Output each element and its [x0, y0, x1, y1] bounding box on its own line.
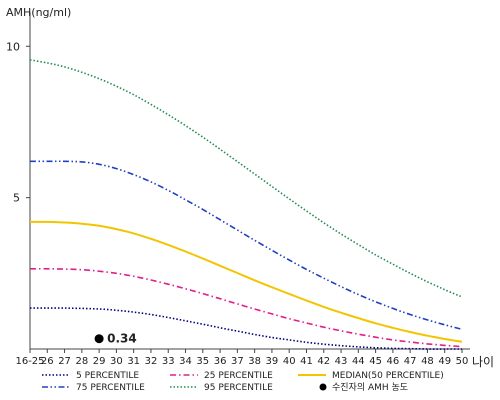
x-tick-label: 32 [145, 356, 158, 367]
x-tick-label: 34 [179, 356, 192, 367]
legend: 5 PERCENTILE 25 PERCENTILE MEDIAN(50 PERCE… [42, 371, 444, 393]
x-tick-label: 29 [93, 356, 106, 367]
patient-marker-point [94, 334, 104, 344]
legend-label: 5 PERCENTILE [76, 371, 139, 381]
x-tick-label: 50 [456, 356, 469, 367]
x-tick-label: 45 [369, 356, 382, 367]
series-line [30, 160, 463, 331]
x-tick-label: 16-25 [15, 356, 44, 367]
x-tick-label: 27 [58, 356, 71, 367]
series-line [29, 267, 463, 348]
patient-marker-label: 0.34 [107, 332, 137, 346]
plot-area: 0.34 [29, 59, 463, 350]
y-tick-label: 5 [13, 192, 20, 205]
x-tick-label: 42 [317, 356, 330, 367]
legend-label: 75 PERCENTILE [76, 383, 145, 393]
legend-label: 25 PERCENTILE [204, 371, 273, 381]
x-tick-label: 31 [127, 356, 140, 367]
x-tick-label: 49 [438, 356, 451, 367]
x-tick-label: 48 [421, 356, 434, 367]
y-axis-label: AMH(ng/ml) [6, 6, 71, 19]
x-tick-label: 47 [404, 356, 417, 367]
legend-label: 수진자의 AMH 농도 [332, 382, 408, 393]
x-tick-label: 38 [248, 356, 261, 367]
series-line [29, 307, 462, 350]
x-tick-label: 46 [387, 356, 400, 367]
x-tick-label: 41 [300, 356, 313, 367]
series-line [29, 220, 463, 343]
x-tick-label: 33 [162, 356, 175, 367]
x-tick-label: 30 [110, 356, 123, 367]
x-tick-label: 28 [75, 356, 88, 367]
x-tick-label: 43 [335, 356, 348, 367]
x-tick-label: 40 [283, 356, 296, 367]
x-tick-label: 36 [214, 356, 227, 367]
x-tick-label: 37 [231, 356, 244, 367]
legend-label: 95 PERCENTILE [204, 383, 273, 393]
x-tick-label: 26 [41, 356, 54, 367]
legend-label: MEDIAN(50 PERCENTILE) [332, 371, 444, 381]
series-line [29, 59, 463, 298]
x-tick-label: 44 [352, 356, 365, 367]
y-tick-label: 10 [6, 40, 20, 53]
x-axis-label: 나이 [472, 355, 494, 369]
x-tick-label: 39 [266, 356, 279, 367]
x-tick-label: 35 [196, 356, 209, 367]
legend-marker [319, 383, 327, 391]
